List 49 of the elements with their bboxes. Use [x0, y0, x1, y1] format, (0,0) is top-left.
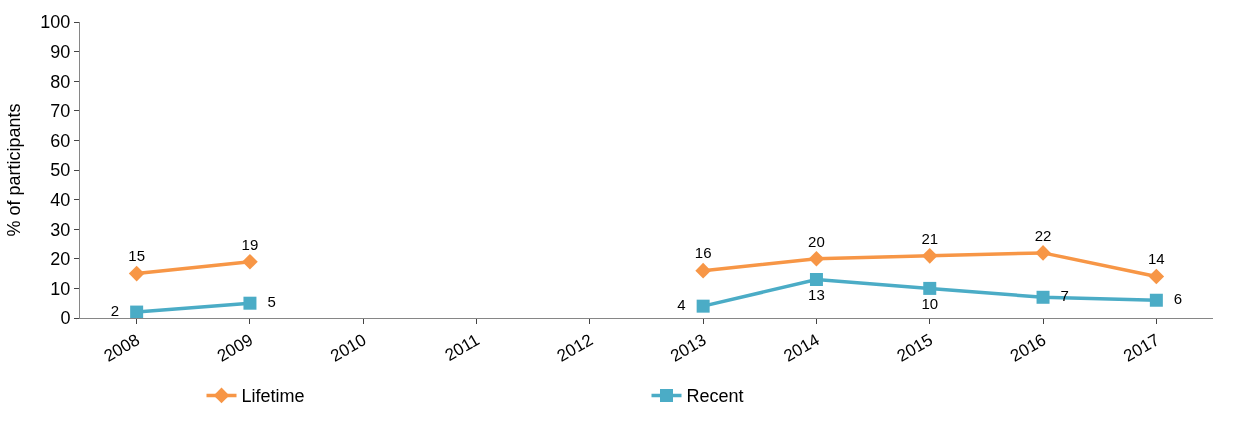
data-label: 13	[799, 285, 834, 303]
data-label: 16	[694, 244, 712, 262]
x-tick-label: 2017	[1120, 330, 1163, 366]
point	[921, 248, 938, 264]
x-tick-label: 2014	[780, 330, 823, 366]
point	[808, 251, 825, 267]
data-label: 21	[921, 229, 939, 247]
point	[696, 299, 710, 313]
point	[923, 281, 937, 295]
data-label: 20	[808, 232, 825, 250]
y-tick-label: 90	[50, 41, 71, 62]
y-tick-label: 30	[50, 219, 71, 240]
y-tick-label: 70	[50, 101, 71, 122]
data-label: 19	[241, 235, 259, 253]
y-tick-label: 0	[60, 308, 71, 329]
point	[1036, 290, 1050, 304]
y-tick-label: 60	[50, 130, 71, 151]
point	[809, 273, 823, 287]
x-tick-label: 2015	[893, 330, 936, 366]
data-label: 5	[259, 292, 285, 310]
data-label: 15	[128, 247, 145, 265]
y-tick-label: 100	[40, 12, 71, 33]
point	[1148, 268, 1165, 285]
y-tick-label: 50	[50, 160, 71, 181]
data-label: 2	[102, 301, 128, 319]
data-label: 6	[1165, 289, 1191, 307]
point	[1035, 245, 1051, 261]
y-tick-label: 40	[50, 189, 71, 210]
data-label: 10	[913, 294, 947, 312]
legend-label: Recent	[686, 386, 744, 407]
x-tick-label: 2011	[441, 330, 483, 366]
x-tick-label: 2013	[667, 330, 710, 366]
point	[1149, 293, 1163, 307]
y-tick-label: 10	[50, 278, 71, 299]
y-axis-title: % of participants	[3, 103, 24, 237]
data-label: 4	[669, 295, 695, 313]
point	[695, 262, 711, 279]
point	[243, 296, 257, 310]
point	[130, 305, 144, 319]
x-tick-label: 2010	[327, 330, 370, 366]
x-tick-label: 2008	[100, 330, 143, 366]
x-tick-label: 2016	[1007, 330, 1050, 366]
y-tick-label: 80	[50, 71, 71, 92]
y-tick-label: 20	[50, 249, 71, 270]
data-label: 22	[1034, 226, 1052, 244]
x-tick-label: 2012	[553, 330, 597, 366]
x-tick-label: 2009	[213, 330, 257, 366]
data-label: 14	[1148, 250, 1165, 268]
legend-label: Lifetime	[241, 386, 305, 407]
